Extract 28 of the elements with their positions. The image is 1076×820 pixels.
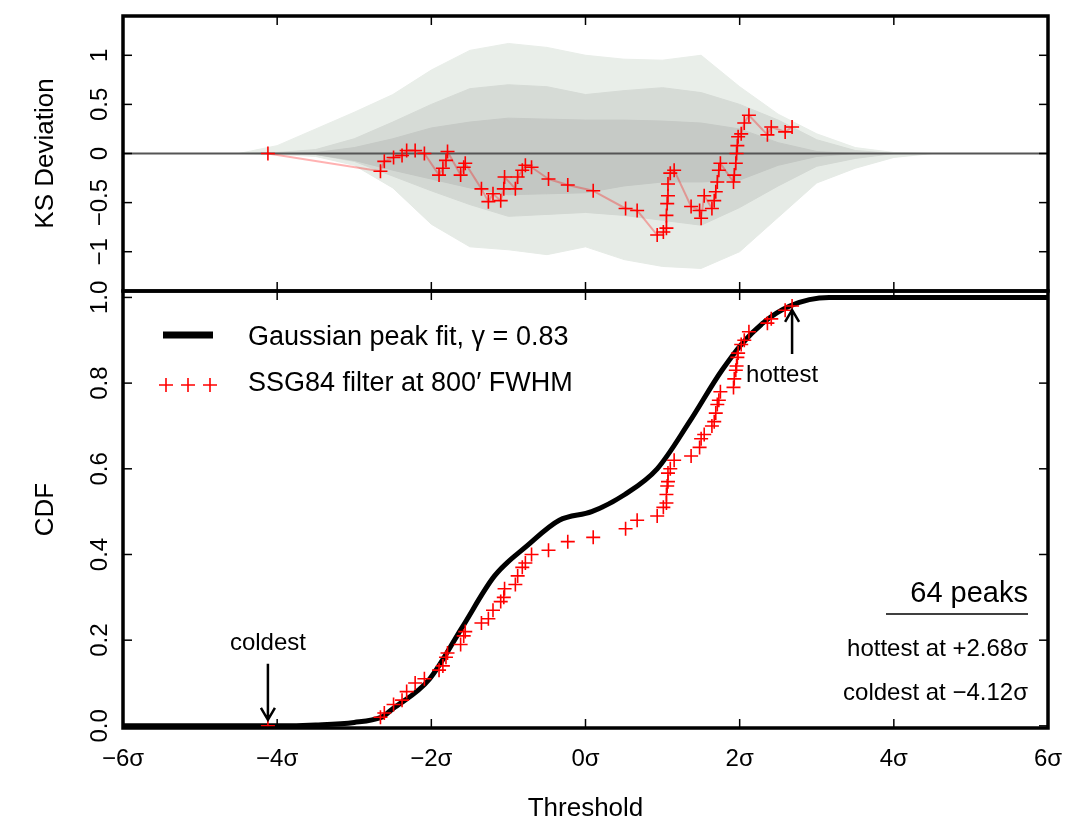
y-tick-label: 1 [85, 48, 112, 62]
x-tick-label: −4σ [256, 744, 299, 771]
y-tick-label: 0.8 [85, 366, 112, 400]
annotation: coldest [229, 627, 307, 655]
y-tick-label: 0 [85, 146, 112, 161]
x-axis-title: Threshold [527, 792, 644, 820]
x-tick-label: 6σ [1033, 744, 1063, 771]
legend-label: SSG84 filter at 800′ FWHM [248, 367, 573, 397]
annotation: coldest at −4.12σ [843, 678, 1029, 705]
y-tick-label: 0.4 [85, 537, 112, 572]
y-tick-label: 0.5 [85, 87, 112, 122]
y-tick-label: 1.0 [85, 280, 112, 315]
y-tick-label: −1 [85, 238, 112, 266]
x-tick-label: −2σ [410, 744, 453, 771]
x-tick-label: 4σ [879, 744, 909, 771]
y-tick-label: 0.6 [85, 452, 112, 486]
legend-label: Gaussian peak fit, γ = 0.83 [248, 321, 569, 351]
annotation: hottest at +2.68σ [847, 634, 1029, 661]
y-axis-title: CDF [29, 482, 59, 537]
y-tick-label: 0.0 [85, 709, 112, 743]
x-tick-label: −6σ [101, 744, 145, 771]
x-tick-label: 2σ [725, 744, 754, 771]
y-tick-label: −0.5 [85, 178, 112, 227]
y-tick-label: 0.2 [85, 623, 112, 657]
annotation: 64 peaks [910, 576, 1028, 608]
x-tick-label: 0σ [571, 744, 600, 771]
annotation: hottest [746, 360, 819, 387]
y-axis-title: KS Deviation [29, 78, 59, 229]
